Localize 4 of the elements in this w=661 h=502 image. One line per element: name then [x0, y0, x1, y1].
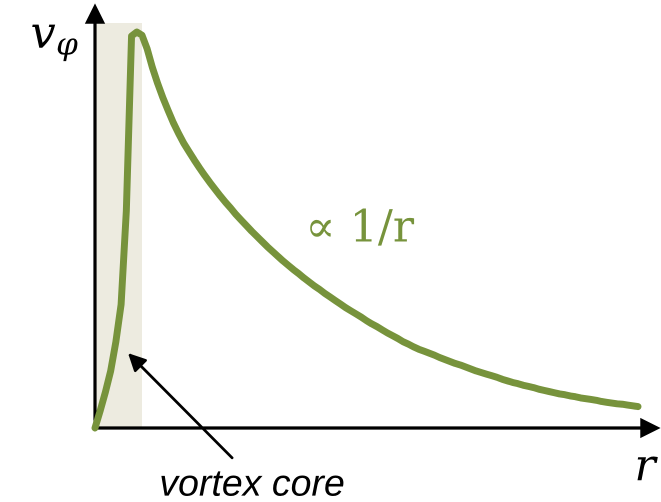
y-axis-title: v$_{φ}$	[32, 24, 78, 62]
x-axis-title: r	[638, 456, 658, 480]
text: vortex core	[161, 471, 344, 496]
series-label: ∝ 1/r	[310, 208, 414, 246]
